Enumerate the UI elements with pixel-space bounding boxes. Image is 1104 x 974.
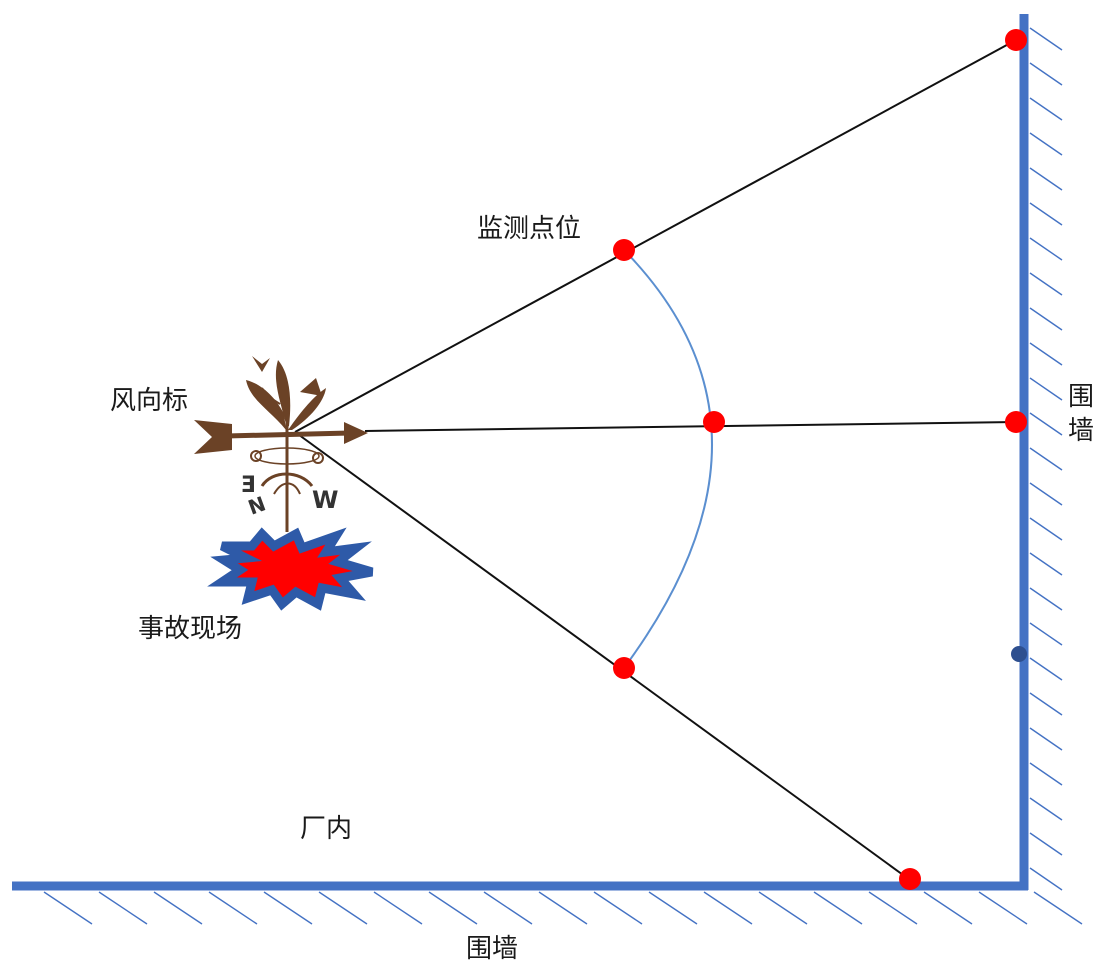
vane-letter-east: E — [241, 473, 256, 498]
monitoring-point-label: 监测点位 — [477, 214, 582, 244]
wall-hatch-mark — [1029, 272, 1063, 296]
monitoring-point-middle-near — [703, 411, 725, 433]
wall-hatch-mark — [1029, 552, 1063, 576]
wall-hatch-mark — [1029, 342, 1063, 366]
wall-hatch-mark — [538, 891, 588, 925]
wall-hatch-mark — [593, 891, 643, 925]
wall-hatch-mark — [1029, 482, 1063, 506]
wall-hatch-mark — [868, 891, 918, 925]
wall-hatch-mark — [1029, 797, 1063, 821]
wall-hatch-mark — [318, 891, 368, 925]
vane-letter-west: W — [312, 486, 338, 514]
bottom-wall-label: 围墙 — [466, 934, 519, 964]
right-wall-hatching — [1029, 27, 1063, 891]
wall-hatch-mark — [1029, 97, 1063, 121]
monitoring-point-middle-far — [1005, 411, 1027, 433]
wall-hatch-mark — [1029, 587, 1063, 611]
wall-hatch-mark — [1029, 657, 1063, 681]
vane-letter-north: N — [245, 491, 269, 519]
wall-hatch-mark — [263, 891, 313, 925]
wall-hatch-mark — [1029, 307, 1063, 331]
wall-hatch-mark — [428, 891, 478, 925]
wall-hatch-mark — [98, 891, 148, 925]
wall-hatch-mark — [1029, 867, 1063, 891]
wall-hatch-mark — [1029, 377, 1063, 401]
monitoring-arc — [623, 249, 713, 669]
monitoring-point-upper-near — [613, 239, 635, 261]
wall-hatch-mark — [648, 891, 698, 925]
wall-hatch-mark — [1029, 762, 1063, 786]
wall-hatch-mark — [813, 891, 863, 925]
wall-hatch-mark — [1029, 832, 1063, 856]
wall-hatch-mark — [1029, 622, 1063, 646]
wall-hatch-mark — [1029, 447, 1063, 471]
wall-hatch-mark — [703, 891, 753, 925]
bottom-wall-hatching — [43, 891, 1083, 925]
wall-hatch-mark — [1029, 412, 1063, 436]
wall-hatch-mark — [1029, 727, 1063, 751]
ray-lower — [294, 431, 911, 881]
wall-hatch-mark — [1029, 517, 1063, 541]
wall-hatch-mark — [1029, 692, 1063, 716]
wind-vane-label: 风向标 — [110, 386, 189, 416]
wall-hatch-mark — [978, 891, 1028, 925]
explosion-burst-icon — [207, 527, 374, 611]
accident-scene-label: 事故现场 — [138, 614, 243, 644]
wall-hatch-mark — [758, 891, 808, 925]
wall-hatch-mark — [43, 891, 93, 925]
wall-hatch-mark — [153, 891, 203, 925]
wall-hatch-mark — [1029, 237, 1063, 261]
wall-marker — [1011, 646, 1027, 662]
wall-hatch-mark — [1029, 27, 1063, 51]
monitoring-point-lower-far — [899, 868, 921, 890]
ray-upper — [294, 39, 1017, 433]
factory-inside-label: 厂内 — [300, 814, 353, 844]
wall-hatch-mark — [1029, 202, 1063, 226]
ray-middle — [364, 421, 1017, 432]
wall-hatch-mark — [1029, 132, 1063, 156]
wall-hatch-mark — [1029, 62, 1063, 86]
right-wall-label: 围墙 — [1067, 382, 1094, 446]
weather-vane-icon — [194, 356, 368, 532]
wall-hatch-mark — [483, 891, 533, 925]
wall-hatch-mark — [1029, 167, 1063, 191]
wall-hatch-mark — [208, 891, 258, 925]
wall-hatch-mark — [1033, 891, 1083, 925]
wall-hatch-mark — [923, 891, 973, 925]
monitoring-point-lower-near — [613, 657, 635, 679]
monitoring-point-upper-far — [1005, 29, 1027, 51]
wall-hatch-mark — [373, 891, 423, 925]
